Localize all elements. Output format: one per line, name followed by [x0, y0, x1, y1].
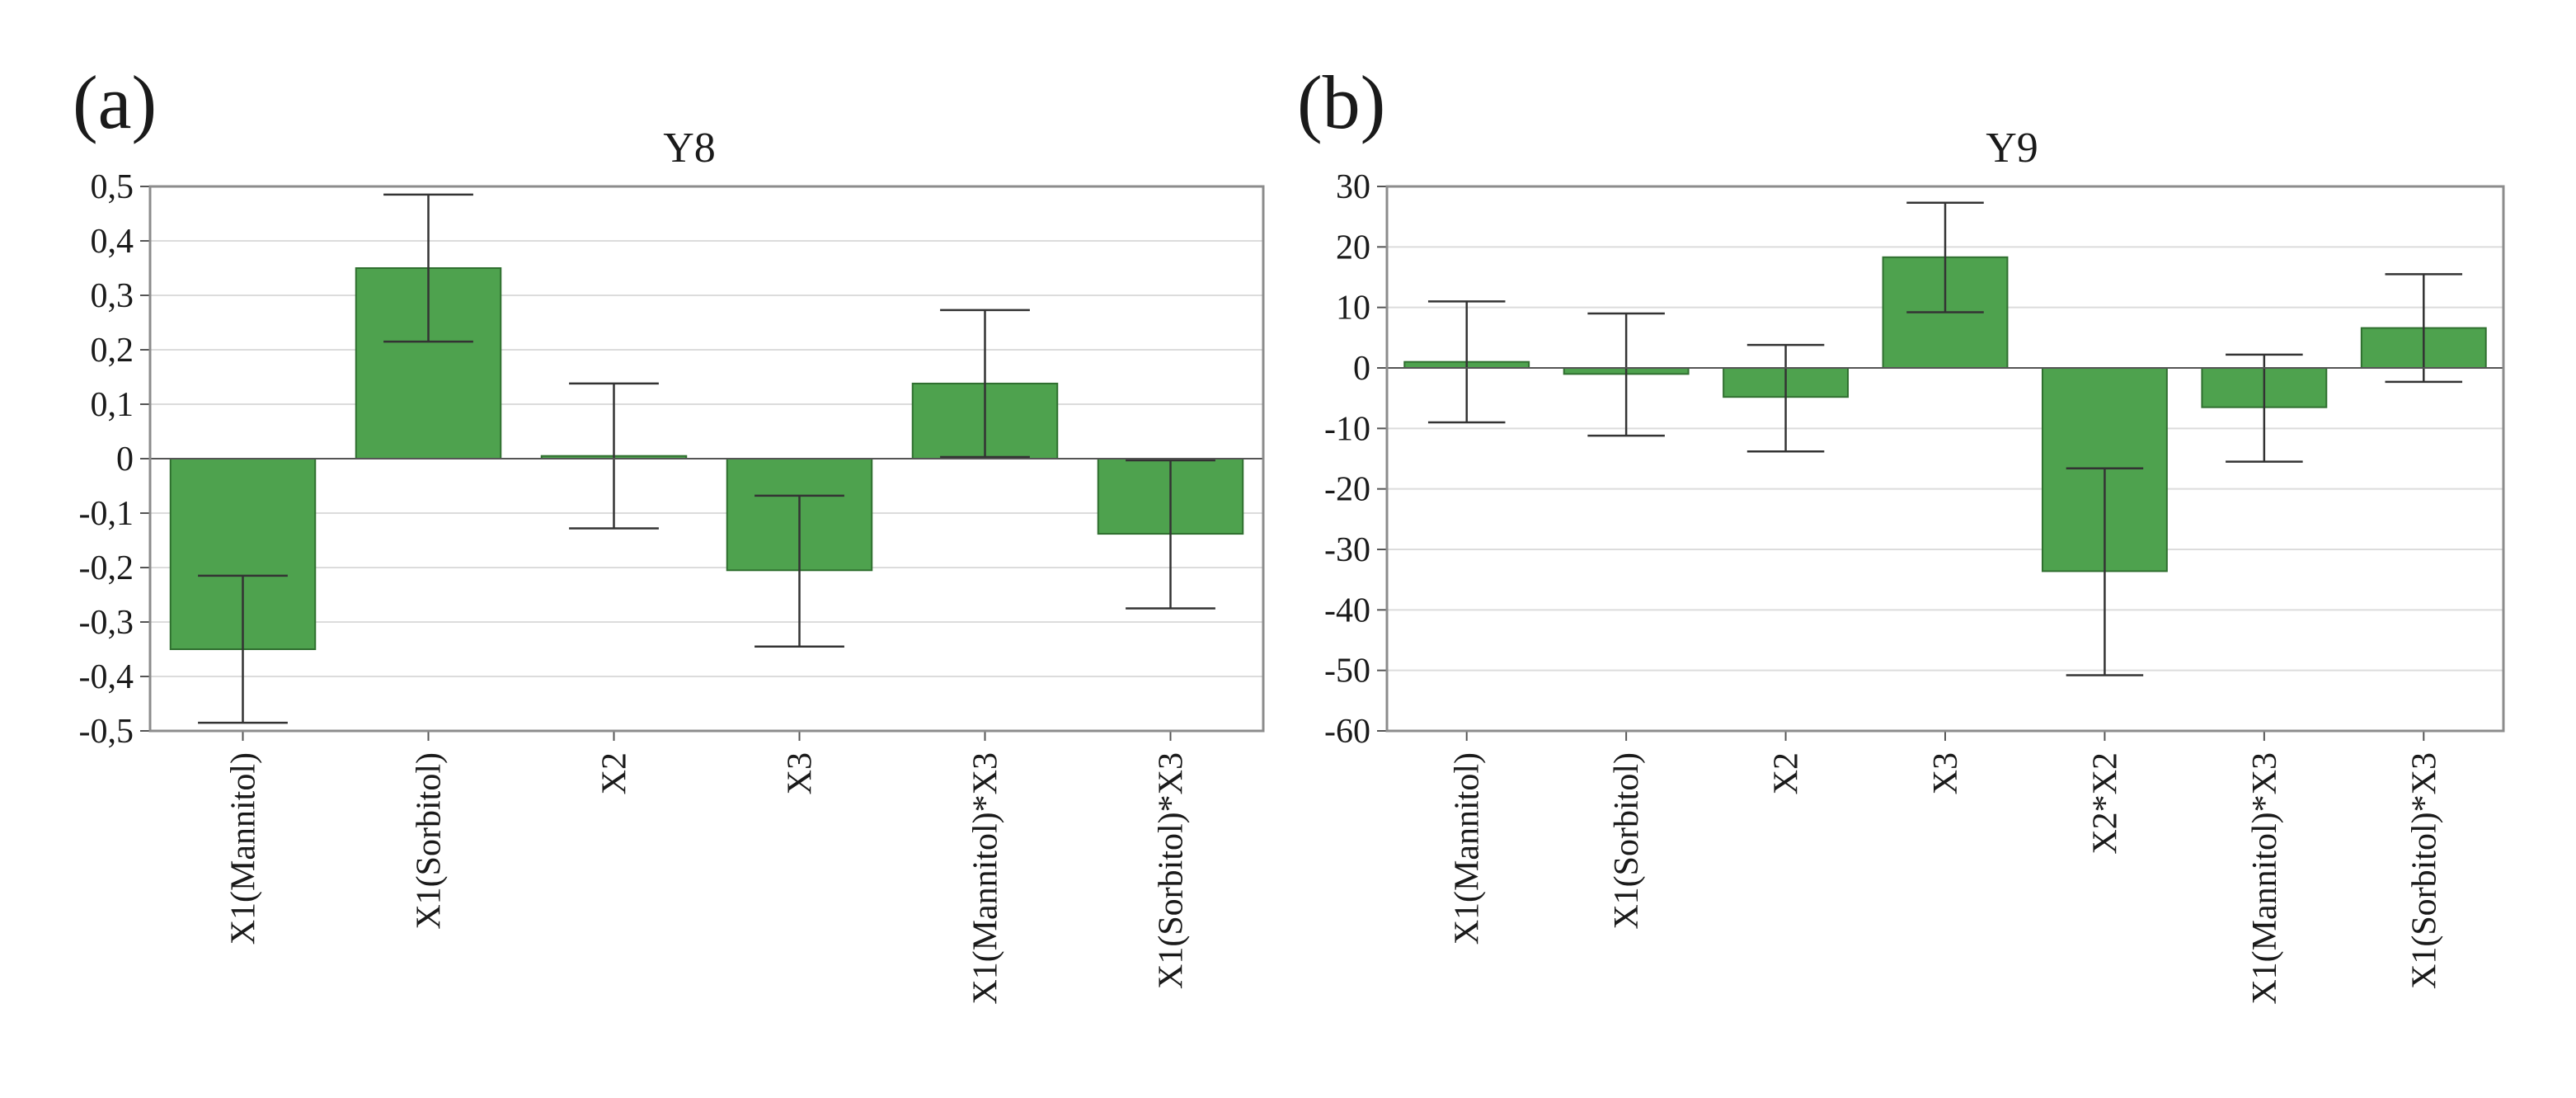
panel-b-y-tick-label: 0: [1353, 350, 1370, 388]
panel-b-label: (b): [1297, 60, 1385, 144]
panel-a-y-tick-label: -0,1: [79, 495, 134, 533]
panel-b-chart: (b) Y9 30 20 10 0 -10 -20 -30 -40 -50 -60 X1(Manni…: [1297, 60, 2505, 1005]
panel-b-category-label: X3: [1927, 752, 1965, 794]
panel-b-y-tick-label: 10: [1336, 290, 1370, 328]
panel-b-category-label: X1(Sorbitol): [1608, 752, 1646, 930]
panel-a-y-tick-label: -0,4: [79, 658, 134, 696]
panel-b-y-tick-label: -50: [1324, 653, 1370, 690]
panel-a-y-tick-label: -0,2: [79, 549, 134, 587]
panel-b-category-label: X2: [1768, 752, 1806, 794]
panel-b-plot-frame: [1385, 185, 2505, 733]
panel-a-y-tick-label: 0,5: [91, 168, 134, 206]
panel-b-title: Y9: [1986, 125, 2038, 172]
panel-b-y-tick-label: -40: [1324, 591, 1370, 629]
panel-a-category-label: X1(Sorbitol)*X3: [1153, 752, 1191, 989]
panel-b-category-label: X1(Mannitol)*X3: [2246, 752, 2284, 1005]
panel-a-category-label: X3: [782, 752, 820, 794]
panel-b-y-tick-label: -30: [1324, 531, 1370, 569]
panel-a-title: Y8: [663, 125, 716, 172]
panel-b-y-tick-label: -60: [1324, 713, 1370, 751]
panel-a-y-tick-label: 0: [116, 441, 134, 478]
panel-b-category-label: X1(Sorbitol)*X3: [2405, 752, 2443, 989]
panel-a-category-label: X1(Sorbitol): [411, 752, 449, 930]
panel-b-y-tick-label: 30: [1336, 168, 1370, 206]
panel-a-y-tick-label: 0,4: [91, 223, 134, 261]
panel-b-category-label: X2*X2: [2086, 752, 2124, 855]
panel-a-label: (a): [73, 60, 157, 144]
panel-a-category-label: X2: [596, 752, 634, 794]
panel-b-y-tick-label: -10: [1324, 410, 1370, 448]
panel-a-chart: (a) Y8 0,5 0,4 0,3 0,2 0,1 0 -0,1 -0,2 -0,3 -0,4 -…: [73, 60, 1265, 1005]
panel-a-y-tick-label: -0,3: [79, 604, 134, 642]
panel-a-y-tick-label: -0,5: [79, 713, 134, 751]
panel-a-category-label: X1(Mannitol): [225, 752, 263, 945]
panel-a-plot-frame: [148, 185, 1265, 733]
panel-b-category-label: X1(Mannitol): [1449, 752, 1487, 945]
panel-a-y-tick-label: 0,2: [91, 332, 134, 370]
panel-a-category-label: X1(Mannitol)*X3: [967, 752, 1005, 1005]
panel-b-y-tick-label: 20: [1336, 229, 1370, 266]
panel-a-y-tick-label: 0,1: [91, 386, 134, 424]
panel-b-y-tick-label: -20: [1324, 471, 1370, 509]
panel-a-y-tick-label: 0,3: [91, 277, 134, 315]
